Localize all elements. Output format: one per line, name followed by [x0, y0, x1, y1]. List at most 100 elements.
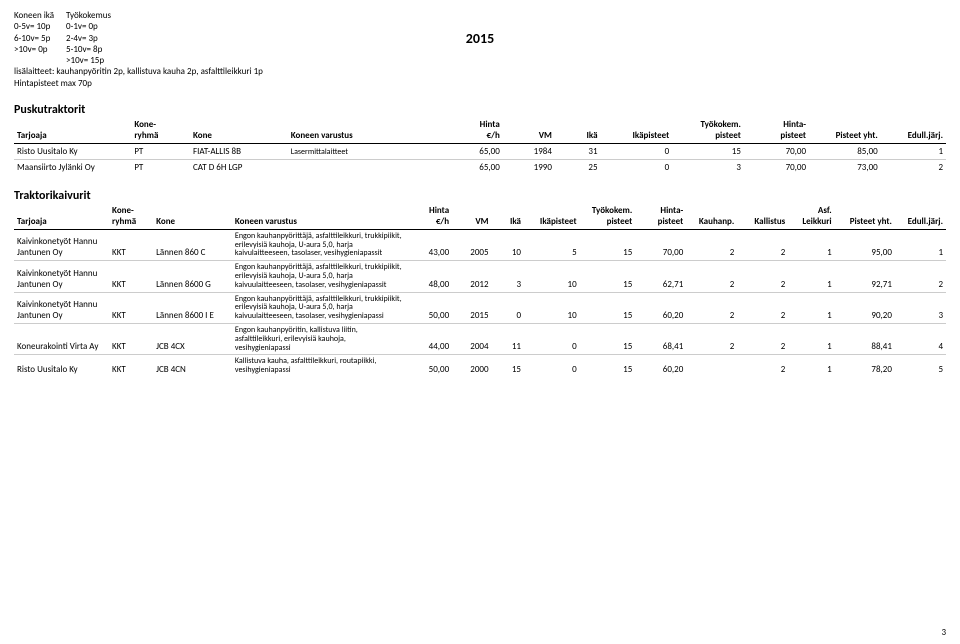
- cell-kallistus: 2: [737, 261, 788, 292]
- cell-ryhma: KKT: [109, 355, 153, 377]
- th-ika: Ikä: [492, 203, 524, 230]
- th-hintap: Hinta- pisteet: [635, 203, 686, 230]
- legend-extra-1: lisälaitteet: kauhanpyöritin 2p, kallist…: [14, 66, 946, 77]
- cell-tarjoaja: Risto Uusitalo Ky: [14, 355, 109, 377]
- cell-varustus: [288, 159, 444, 175]
- cell-vm: 1990: [503, 159, 555, 175]
- th-pyht: Pisteet yht.: [835, 203, 895, 230]
- cell-hinta: 43,00: [406, 229, 452, 260]
- th-kauhanp: Kauhanp.: [686, 203, 737, 230]
- cell-edull: 2: [895, 261, 946, 292]
- th-varustus: Koneen varustus: [232, 203, 406, 230]
- cell-kallistus: 2: [737, 229, 788, 260]
- cell-kauhanp: 2: [686, 323, 737, 354]
- cell-tarjoaja: Koneurakointi Virta Ay: [14, 323, 109, 354]
- cell-ikapisteet: 0: [524, 323, 580, 354]
- cell-varustus: Engon kauhanpyöritin, kallistuva liitin,…: [232, 323, 406, 354]
- cell-pisteetyht: 90,20: [835, 292, 895, 323]
- cell-tarjoaja: Kaivinkonetyöt Hannu Jantunen Oy: [14, 292, 109, 323]
- cell-vm: 2005: [452, 229, 491, 260]
- cell-tyokpisteet: 15: [672, 143, 744, 159]
- cell-edull: 3: [895, 292, 946, 323]
- cell-hintapisteet: 70,00: [635, 229, 686, 260]
- cell-ika: 31: [555, 143, 601, 159]
- th-ikapisteet: Ikäpisteet: [601, 117, 673, 144]
- cell-kallistus: 2: [737, 292, 788, 323]
- cell-tyokpisteet: 15: [580, 261, 636, 292]
- cell-asf: 1: [788, 261, 834, 292]
- th-kone: Kone: [190, 117, 288, 144]
- table-row: Kaivinkonetyöt Hannu Jantunen OyKKTLänne…: [14, 261, 946, 292]
- cell-ika: 3: [492, 261, 524, 292]
- th-vm: VM: [503, 117, 555, 144]
- th-tarjoaja: Tarjoaja: [14, 203, 109, 230]
- cell-ika: 0: [492, 292, 524, 323]
- cell-kauhanp: 2: [686, 261, 737, 292]
- cell-ika: 15: [492, 355, 524, 377]
- cell-ikapisteet: 0: [601, 159, 673, 175]
- cell-kone: Lännen 8600 G: [153, 261, 232, 292]
- cell-kallistus: 2: [737, 323, 788, 354]
- cell-ryhma: KKT: [109, 229, 153, 260]
- section1-title: Puskutraktorit: [14, 103, 946, 117]
- table-traktorikaivurit: Tarjoaja Kone- ryhmä Kone Koneen varustu…: [14, 203, 946, 377]
- cell-hinta: 44,00: [406, 323, 452, 354]
- th-tyok: Työkokem. pisteet: [672, 117, 744, 144]
- cell-kauhanp: 2: [686, 229, 737, 260]
- cell-ryhma: KKT: [109, 261, 153, 292]
- section2-title: Traktorikaivurit: [14, 189, 946, 203]
- cell-vm: 2000: [452, 355, 491, 377]
- cell-ryhma: KKT: [109, 323, 153, 354]
- cell-tyokpisteet: 3: [672, 159, 744, 175]
- cell-pisteetyht: 73,00: [809, 159, 881, 175]
- cell-hintapisteet: 70,00: [744, 143, 809, 159]
- cell-hinta: 50,00: [406, 355, 452, 377]
- cell-asf: 1: [788, 355, 834, 377]
- cell-edull: 1: [895, 229, 946, 260]
- cell-ikapisteet: 0: [524, 355, 580, 377]
- cell-vm: 1984: [503, 143, 555, 159]
- th-ika: Ikä: [555, 117, 601, 144]
- cell-ika: 11: [492, 323, 524, 354]
- table-row: Risto Uusitalo KyKKTJCB 4CNKallistuva ka…: [14, 355, 946, 377]
- cell-varustus: Engon kauhanpyörittäjä, asfalttileikkuri…: [232, 229, 406, 260]
- th-tarjoaja: Tarjoaja: [14, 117, 131, 144]
- table-puskutraktorit: Tarjoaja Kone- ryhmä Kone Koneen varustu…: [14, 117, 946, 175]
- page-number: 3: [941, 627, 946, 638]
- cell-tyokpisteet: 15: [580, 229, 636, 260]
- cell-edull: 1: [881, 143, 946, 159]
- cell-ryhma: KKT: [109, 292, 153, 323]
- cell-ika: 10: [492, 229, 524, 260]
- cell-kone: JCB 4CN: [153, 355, 232, 377]
- year-title: 2015: [14, 30, 946, 47]
- cell-varustus: Engon kauhanpyörittäjä, asfalttileikkuri…: [232, 292, 406, 323]
- th-vm: VM: [452, 203, 491, 230]
- cell-ikapisteet: 10: [524, 292, 580, 323]
- cell-asf: 1: [788, 292, 834, 323]
- cell-edull: 4: [895, 323, 946, 354]
- cell-hintapisteet: 60,20: [635, 292, 686, 323]
- cell-ryhma: PT: [131, 159, 190, 175]
- table-row: Kaivinkonetyöt Hannu Jantunen OyKKTLänne…: [14, 292, 946, 323]
- cell-tarjoaja: Kaivinkonetyöt Hannu Jantunen Oy: [14, 261, 109, 292]
- cell-hinta: 50,00: [406, 292, 452, 323]
- cell-kallistus: 2: [737, 355, 788, 377]
- cell-vm: 2004: [452, 323, 491, 354]
- cell-pisteetyht: 92,71: [835, 261, 895, 292]
- cell-kone: FIAT-ALLIS 8B: [190, 143, 288, 159]
- cell-hintapisteet: 70,00: [744, 159, 809, 175]
- th-ikapisteet: Ikäpisteet: [524, 203, 580, 230]
- th-pyht: Pisteet yht.: [809, 117, 881, 144]
- table-row: Kaivinkonetyöt Hannu Jantunen OyKKTLänne…: [14, 229, 946, 260]
- cell-ikapisteet: 5: [524, 229, 580, 260]
- cell-hinta: 48,00: [406, 261, 452, 292]
- cell-tarjoaja: Kaivinkonetyöt Hannu Jantunen Oy: [14, 229, 109, 260]
- legend-block: 2015 Koneen ikä 0-5v= 10p 6-10v= 5p >10v…: [14, 10, 946, 89]
- cell-kone: JCB 4CX: [153, 323, 232, 354]
- cell-tyokpisteet: 15: [580, 323, 636, 354]
- cell-vm: 2015: [452, 292, 491, 323]
- cell-ryhma: PT: [131, 143, 190, 159]
- cell-pisteetyht: 78,20: [835, 355, 895, 377]
- cell-kone: Lännen 860 C: [153, 229, 232, 260]
- cell-hintapisteet: 62,71: [635, 261, 686, 292]
